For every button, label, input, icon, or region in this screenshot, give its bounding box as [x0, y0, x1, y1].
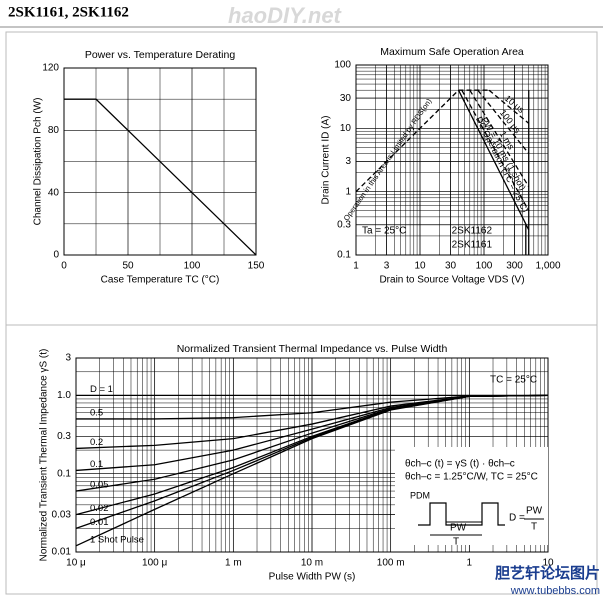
x-tick-label: 1,000 [535, 261, 560, 272]
y-tick-label: 3 [345, 156, 351, 167]
annotation: 2SK1162 [452, 226, 493, 237]
chart-title: Power vs. Temperature Derating [85, 49, 236, 61]
y-tick-label: 0.1 [337, 250, 351, 261]
series-label: 0.02 [90, 503, 109, 514]
x-tick-label: 100 m [377, 558, 405, 569]
annotation: PW [450, 523, 467, 534]
series-label: 1 Shot Pulse [90, 534, 144, 545]
page-title: 2SK1161, 2SK1162 [8, 4, 129, 20]
annotation: TC = 25°C [490, 375, 537, 386]
x-tick-label: 10 [414, 261, 426, 272]
y-tick-label: 1.0 [57, 390, 71, 401]
y-tick-label: 0.03 [52, 509, 72, 520]
x-tick-label: 10 μ [66, 558, 86, 569]
series-line [469, 89, 530, 187]
annotation: θch–c = 1.25°C/W, TC = 25°C [405, 472, 538, 483]
watermark: haoDIY.net [228, 3, 343, 28]
y-tick-label: 10 [340, 123, 352, 134]
y-tick-label: 1 [345, 186, 351, 197]
series-line [461, 89, 530, 212]
annotation: T [531, 522, 537, 533]
x-tick-label: 1 [467, 558, 473, 569]
x-tick-label: 150 [248, 261, 265, 272]
annotation: Ta = 25°C [362, 226, 406, 237]
series-label: 0.05 [90, 480, 109, 491]
series-label: 0.1 [90, 459, 103, 470]
pulse-diagram [418, 502, 505, 526]
x-tick-label: 3 [384, 261, 390, 272]
annotation: PDM [410, 490, 430, 500]
series-line [75, 394, 549, 547]
x-tick-label: 50 [122, 261, 134, 272]
chart-title: Maximum Safe Operation Area [380, 46, 524, 58]
y-tick-label: 3 [65, 353, 71, 364]
x-tick-label: 30 [445, 261, 457, 272]
y-tick-label: 0.01 [52, 547, 72, 558]
y-tick-label: 0.3 [57, 431, 71, 442]
y-tick-label: 0 [53, 250, 59, 261]
x-tick-label: 100 μ [142, 558, 167, 569]
x-axis-label: Case Temperature TC (°C) [101, 275, 220, 286]
frame [5, 31, 598, 595]
series-label: D = 1 [90, 384, 113, 395]
annotation: D = [509, 513, 525, 524]
inset-bg [395, 447, 548, 545]
series-line [64, 98, 257, 256]
annotation: PW [526, 506, 543, 517]
x-tick-label: 300 [506, 261, 523, 272]
y-tick-label: 0.3 [337, 219, 351, 230]
y-tick-label: 30 [340, 93, 352, 104]
series-line [477, 89, 530, 154]
footer-site: 胆艺轩论坛图片 [495, 564, 600, 582]
x-tick-label: 0 [61, 261, 67, 272]
x-tick-label: 1 [353, 261, 359, 272]
chart-title: Normalized Transient Thermal Impedance v… [177, 343, 448, 355]
y-axis-label: Drain Current ID (A) [321, 116, 332, 205]
annotation: T [453, 537, 459, 548]
y-axis-label: Normalized Transient Thermal Impedance γ… [39, 349, 50, 562]
x-tick-label: 10 m [301, 558, 323, 569]
y-axis-label: Channel Dissipation Pch (W) [33, 98, 44, 226]
y-tick-label: 40 [48, 187, 60, 198]
series-label: 0.2 [90, 437, 103, 448]
x-tick-label: 100 [476, 261, 493, 272]
series-line [355, 89, 459, 193]
series-label: 0.01 [90, 517, 109, 528]
footer-url: www.tubebbs.com [510, 585, 600, 597]
annotation: θch–c (t) = γS (t) · θch–c [405, 459, 515, 470]
series-line [457, 89, 530, 231]
x-axis-label: Drain to Source Voltage VDS (V) [379, 275, 524, 286]
y-tick-label: 100 [334, 60, 351, 71]
annotation: 2SK1161 [452, 240, 493, 251]
y-tick-label: 80 [48, 125, 60, 136]
series-label: 0.5 [90, 407, 103, 418]
x-tick-label: 100 [184, 261, 201, 272]
x-tick-label: 10 [542, 558, 554, 569]
series-line [488, 89, 530, 124]
y-tick-label: 120 [42, 63, 59, 74]
x-axis-label: Pulse Width PW (s) [269, 572, 356, 583]
x-tick-label: 1 m [225, 558, 242, 569]
y-tick-label: 0.1 [57, 468, 71, 479]
